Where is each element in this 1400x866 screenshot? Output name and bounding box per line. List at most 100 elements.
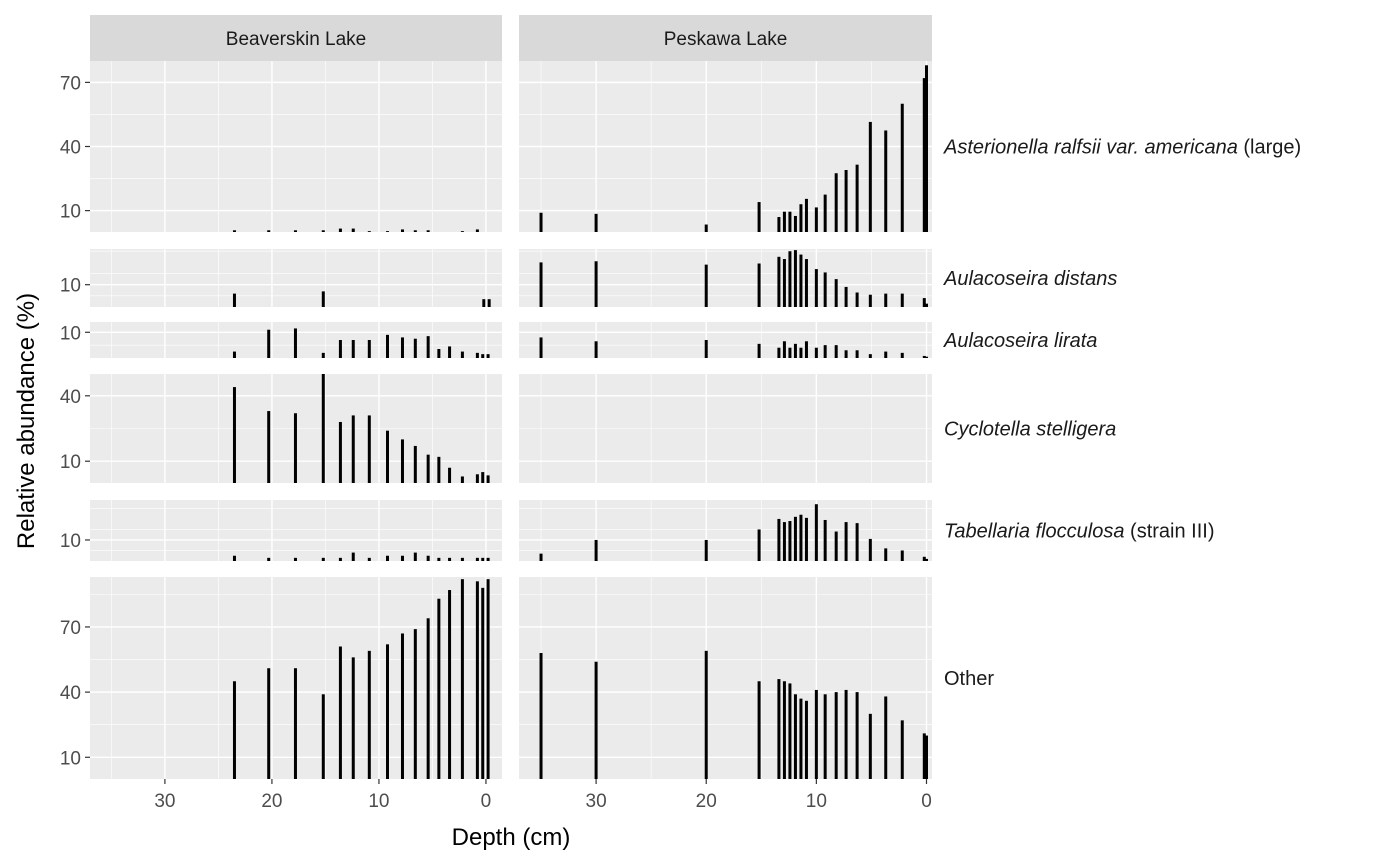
bar-other-beaverskin-lake <box>437 598 441 779</box>
bar-aulacoseira-distans-peskawa-lake <box>594 261 598 307</box>
bar-asterionella-ralfsii-var-americana-peskawa-lake <box>868 121 872 232</box>
bar-aulacoseira-lirata-peskawa-lake <box>788 347 792 358</box>
bar-aulacoseira-distans-peskawa-lake <box>757 263 761 307</box>
bar-cyclotella-stelligera-beaverskin-lake <box>367 415 371 483</box>
bar-aulacoseira-lirata-beaverskin-lake <box>486 354 490 358</box>
bar-other-beaverskin-lake <box>338 646 342 779</box>
panel-other-peskawa-lake <box>519 577 932 779</box>
bar-asterionella-ralfsii-var-americana-peskawa-lake <box>884 130 888 232</box>
bar-asterionella-ralfsii-var-americana-peskawa-lake <box>823 194 827 232</box>
y-tick-label: 10 <box>60 202 81 223</box>
bar-cyclotella-stelligera-beaverskin-lake <box>460 476 464 483</box>
bar-cyclotella-stelligera-beaverskin-lake <box>321 374 325 483</box>
bar-asterionella-ralfsii-var-americana-peskawa-lake <box>834 173 838 232</box>
bar-asterionella-ralfsii-var-americana-peskawa-lake <box>799 204 803 232</box>
bar-other-peskawa-lake <box>704 650 708 779</box>
x-tick-label: 10 <box>368 791 389 812</box>
bar-other-peskawa-lake <box>594 661 598 779</box>
bar-aulacoseira-lirata-peskawa-lake <box>782 341 786 358</box>
bar-aulacoseira-distans-peskawa-lake <box>799 254 803 307</box>
bar-aulacoseira-lirata-beaverskin-lake <box>385 334 389 358</box>
bar-other-peskawa-lake <box>823 694 827 779</box>
bar-other-peskawa-lake <box>757 681 761 779</box>
bar-aulacoseira-distans-beaverskin-lake <box>487 299 491 307</box>
bar-other-beaverskin-lake <box>321 694 325 779</box>
bar-asterionella-ralfsii-var-americana-peskawa-lake <box>704 224 708 232</box>
bar-aulacoseira-distans-peskawa-lake <box>855 292 859 307</box>
bar-tabellaria-flocculosa-beaverskin-lake <box>321 557 325 561</box>
bar-asterionella-ralfsii-var-americana-peskawa-lake <box>900 103 904 232</box>
bar-tabellaria-flocculosa-peskawa-lake <box>900 550 904 561</box>
bar-cyclotella-stelligera-beaverskin-lake <box>400 439 404 483</box>
bar-cyclotella-stelligera-beaverskin-lake <box>448 467 452 483</box>
bar-aulacoseira-lirata-beaverskin-lake <box>321 352 325 358</box>
bar-other-peskawa-lake <box>793 694 797 779</box>
y-tick-label: 70 <box>60 618 81 639</box>
bar-aulacoseira-lirata-peskawa-lake <box>922 355 926 358</box>
bar-aulacoseira-distans-peskawa-lake <box>844 286 848 307</box>
bar-cyclotella-stelligera-beaverskin-lake <box>481 472 485 483</box>
bar-aulacoseira-lirata-beaverskin-lake <box>351 340 355 358</box>
bar-tabellaria-flocculosa-peskawa-lake <box>782 522 786 561</box>
bar-aulacoseira-distans-peskawa-lake <box>868 294 872 307</box>
bar-asterionella-ralfsii-var-americana-peskawa-lake <box>844 170 848 232</box>
bar-aulacoseira-distans-beaverskin-lake <box>232 293 236 307</box>
bar-tabellaria-flocculosa-beaverskin-lake <box>475 557 479 561</box>
bar-other-peskawa-lake <box>834 692 838 779</box>
bar-other-peskawa-lake <box>868 713 872 779</box>
bar-aulacoseira-lirata-beaverskin-lake <box>400 337 404 358</box>
bar-aulacoseira-lirata-beaverskin-lake <box>293 328 297 358</box>
bar-other-beaverskin-lake <box>293 668 297 779</box>
bar-cyclotella-stelligera-beaverskin-lake <box>267 411 271 483</box>
bar-asterionella-ralfsii-var-americana-beaverskin-lake <box>385 231 389 232</box>
bar-tabellaria-flocculosa-peskawa-lake <box>757 529 761 561</box>
bar-asterionella-ralfsii-var-americana-beaverskin-lake <box>400 229 404 232</box>
bar-asterionella-ralfsii-var-americana-peskawa-lake <box>782 211 786 232</box>
strip-label-peskawa-lake: Peskawa Lake <box>664 29 788 50</box>
bar-tabellaria-flocculosa-beaverskin-lake <box>486 557 490 561</box>
bar-aulacoseira-distans-peskawa-lake <box>704 264 708 307</box>
bar-aulacoseira-lirata-beaverskin-lake <box>475 352 479 358</box>
bar-aulacoseira-lirata-peskawa-lake <box>814 347 818 358</box>
bar-tabellaria-flocculosa-beaverskin-lake <box>413 552 417 561</box>
bar-asterionella-ralfsii-var-americana-peskawa-lake <box>814 207 818 232</box>
bar-tabellaria-flocculosa-beaverskin-lake <box>437 557 441 561</box>
bar-aulacoseira-distans-peskawa-lake <box>884 293 888 307</box>
y-tick-label: 10 <box>60 323 81 344</box>
bar-aulacoseira-lirata-peskawa-lake <box>823 345 827 358</box>
bar-tabellaria-flocculosa-beaverskin-lake <box>232 555 236 561</box>
bar-aulacoseira-lirata-peskawa-lake <box>844 350 848 358</box>
bar-tabellaria-flocculosa-beaverskin-lake <box>481 557 485 561</box>
bar-other-peskawa-lake <box>900 720 904 779</box>
bar-tabellaria-flocculosa-beaverskin-lake <box>293 557 297 561</box>
row-label-tabellaria-flocculosa: Tabellaria flocculosa (strain III) <box>944 521 1215 543</box>
bar-tabellaria-flocculosa-beaverskin-lake <box>338 557 342 561</box>
bar-aulacoseira-lirata-peskawa-lake <box>855 350 859 358</box>
y-tick-label: 10 <box>60 748 81 769</box>
bar-aulacoseira-lirata-peskawa-lake <box>594 341 598 358</box>
bar-aulacoseira-distans-peskawa-lake <box>823 272 827 307</box>
y-tick-label: 40 <box>60 683 81 704</box>
y-tick-label: 40 <box>60 387 81 408</box>
strip-label-beaverskin-lake: Beaverskin Lake <box>226 29 366 50</box>
bar-asterionella-ralfsii-var-americana-beaverskin-lake <box>460 231 464 232</box>
bar-other-beaverskin-lake <box>351 657 355 779</box>
bar-aulacoseira-distans-peskawa-lake <box>804 259 808 307</box>
bar-cyclotella-stelligera-beaverskin-lake <box>437 456 441 483</box>
bar-aulacoseira-distans-beaverskin-lake <box>321 291 325 307</box>
bar-other-beaverskin-lake <box>426 618 430 779</box>
bar-tabellaria-flocculosa-beaverskin-lake <box>448 557 452 561</box>
bar-tabellaria-flocculosa-beaverskin-lake <box>267 557 271 561</box>
bar-cyclotella-stelligera-beaverskin-lake <box>232 387 236 483</box>
bar-aulacoseira-lirata-peskawa-lake <box>799 347 803 358</box>
bar-other-beaverskin-lake <box>413 629 417 779</box>
bar-other-peskawa-lake <box>777 679 781 779</box>
bar-asterionella-ralfsii-var-americana-beaverskin-lake <box>232 230 236 232</box>
bar-aulacoseira-distans-peskawa-lake <box>924 303 928 307</box>
bar-other-peskawa-lake <box>539 653 543 779</box>
bar-other-beaverskin-lake <box>481 587 485 779</box>
x-tick-label: 30 <box>154 791 175 812</box>
bar-other-beaverskin-lake <box>486 579 490 779</box>
bar-other-beaverskin-lake <box>267 668 271 779</box>
